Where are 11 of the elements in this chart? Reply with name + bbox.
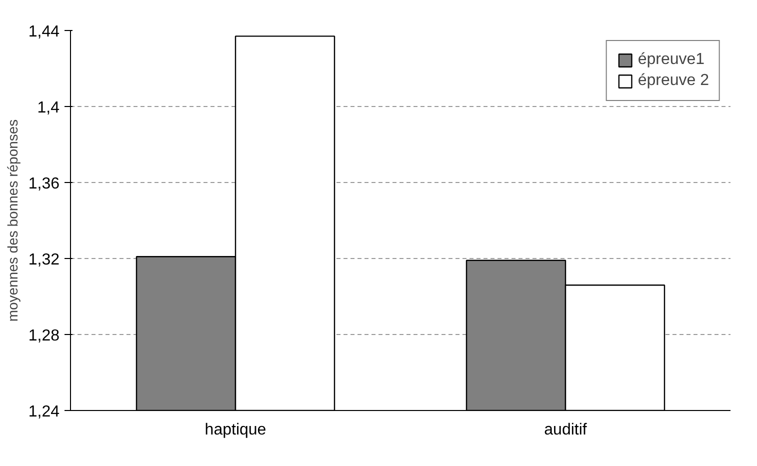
- y-axis-title: moyennes des bonnes réponses: [4, 119, 20, 322]
- y-tick-label: 1,4: [37, 100, 60, 116]
- x-tick-label: auditif: [544, 422, 588, 438]
- x-tick-label: haptique: [204, 422, 266, 438]
- y-tick-label: 1,36: [28, 176, 60, 192]
- y-tick-label: 1,28: [28, 328, 60, 344]
- legend-label: épreuve 2: [638, 72, 709, 90]
- legend-label: épreuve1: [638, 51, 705, 69]
- y-tick-label: 1,32: [28, 252, 60, 268]
- y-tick-label: 1,24: [28, 404, 60, 420]
- y-tick-label: 1,44: [28, 24, 60, 40]
